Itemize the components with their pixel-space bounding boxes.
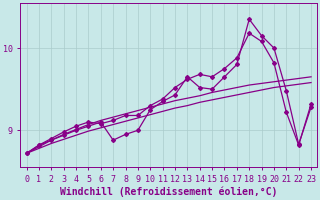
- X-axis label: Windchill (Refroidissement éolien,°C): Windchill (Refroidissement éolien,°C): [60, 187, 277, 197]
